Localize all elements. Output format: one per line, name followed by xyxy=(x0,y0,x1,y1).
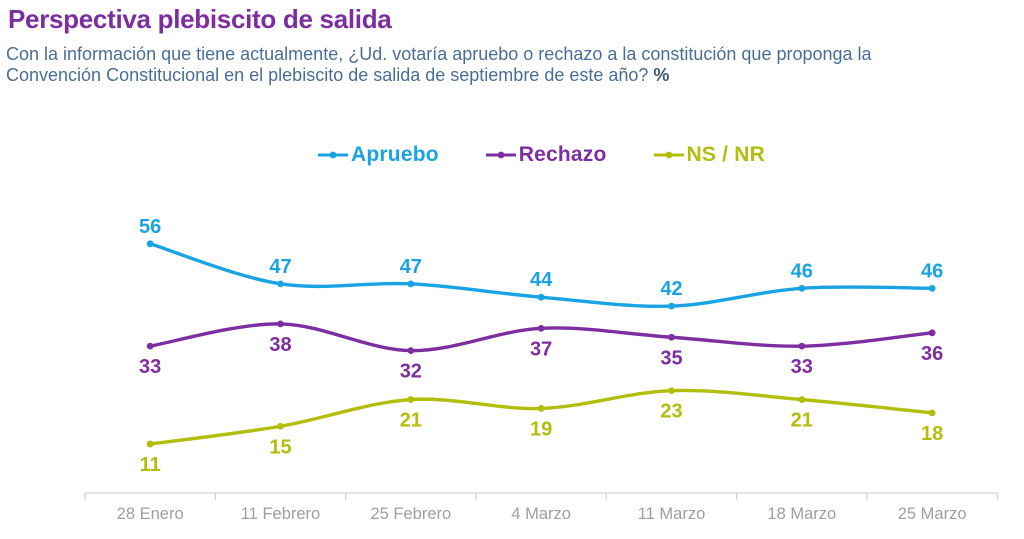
x-axis-label-11-febrero: 11 Febrero xyxy=(241,505,321,523)
x-axis-label-25-febrero: 25 Febrero xyxy=(370,505,451,523)
series-apruebo-label-6: 46 xyxy=(921,260,943,282)
series-ns-nr-label-0: 11 xyxy=(140,454,161,476)
series-ns-nr-label-3: 19 xyxy=(530,418,552,440)
series-ns-nr-point-5 xyxy=(798,396,806,403)
legend-marker-rechazo-icon xyxy=(485,151,516,159)
series-ns-nr-label-5: 21 xyxy=(791,410,813,432)
survey-question-line1: Con la información que tiene actualmente… xyxy=(6,44,872,64)
legend-label-apruebo: Apruebo xyxy=(351,143,439,166)
series-apruebo-point-4 xyxy=(668,302,675,310)
x-axis-label-4-marzo: 4 Marzo xyxy=(511,505,571,523)
series-ns-nr-point-6 xyxy=(928,409,936,417)
series-rechazo-point-3 xyxy=(537,324,545,332)
series-rechazo-label-4: 35 xyxy=(660,347,682,369)
series-rechazo-label-2: 32 xyxy=(400,361,422,383)
series-apruebo-label-0: 56 xyxy=(139,216,161,238)
series-rechazo-label-1: 38 xyxy=(269,334,291,356)
series-ns-nr-label-6: 18 xyxy=(921,423,943,445)
series-rechazo-point-5 xyxy=(798,342,806,350)
series-apruebo-point-0 xyxy=(146,240,154,248)
series-apruebo-point-3 xyxy=(537,293,545,301)
series-rechazo-label-6: 36 xyxy=(921,343,943,365)
series-apruebo-label-2: 47 xyxy=(400,256,422,278)
legend-label-ns-nr: NS / NR xyxy=(686,143,765,166)
x-axis-label-18-marzo: 18 Marzo xyxy=(767,505,836,523)
series-ns-nr-point-4 xyxy=(668,387,675,395)
series-apruebo-label-4: 42 xyxy=(660,278,682,300)
series-ns-nr-point-3 xyxy=(537,405,545,412)
series-rechazo-label-3: 37 xyxy=(530,338,552,360)
series-apruebo-point-1 xyxy=(277,280,284,288)
series-apruebo-label-1: 47 xyxy=(269,256,291,278)
series-ns-nr-point-1 xyxy=(277,422,284,430)
series-rechazo-point-6 xyxy=(928,329,936,337)
series-apruebo-point-6 xyxy=(928,284,936,292)
series-apruebo-point-2 xyxy=(407,280,415,288)
x-axis-label-28-enero: 28 Enero xyxy=(117,505,184,523)
chart-header: Perspectiva plebiscito de salida Con la … xyxy=(6,4,1020,86)
legend-marker-ns-nr-icon xyxy=(653,151,684,159)
series-ns-nr-label-4: 23 xyxy=(660,401,682,423)
percent-unit-note: % xyxy=(653,65,670,85)
series-ns-nr-point-0 xyxy=(146,440,154,448)
series-rechazo-point-1 xyxy=(277,320,284,328)
x-axis-label-11-marzo: 11 Marzo xyxy=(638,505,706,523)
series-rechazo-point-0 xyxy=(146,342,154,350)
series-rechazo-label-0: 33 xyxy=(139,356,161,378)
series-apruebo-point-5 xyxy=(798,284,806,292)
series-ns-nr-label-1: 15 xyxy=(269,436,291,458)
chart-legend: Apruebo Rechazo NS / NR xyxy=(85,141,997,169)
series-apruebo-label-3: 44 xyxy=(530,269,553,291)
legend-marker-apruebo-icon xyxy=(318,151,349,159)
x-axis-label-25-marzo: 25 Marzo xyxy=(898,505,967,523)
series-ns-nr-point-2 xyxy=(407,396,415,403)
survey-question: Con la información que tiene actualmente… xyxy=(6,44,1020,86)
survey-question-line2: Convención Constitucional en el plebisci… xyxy=(6,65,649,85)
legend-item-rechazo[interactable]: Rechazo xyxy=(485,143,607,167)
series-rechazo-label-5: 33 xyxy=(791,356,813,378)
legend-item-apruebo[interactable]: Apruebo xyxy=(317,143,439,167)
series-apruebo-label-5: 46 xyxy=(791,260,813,282)
legend-label-rechazo: Rechazo xyxy=(518,143,607,166)
series-rechazo-point-2 xyxy=(407,347,415,354)
legend-item-ns-nr[interactable]: NS / NR xyxy=(653,143,765,167)
page-title: Perspectiva plebiscito de salida xyxy=(8,4,392,34)
series-rechazo-point-4 xyxy=(668,333,675,341)
series-ns-nr-label-2: 21 xyxy=(400,410,422,432)
